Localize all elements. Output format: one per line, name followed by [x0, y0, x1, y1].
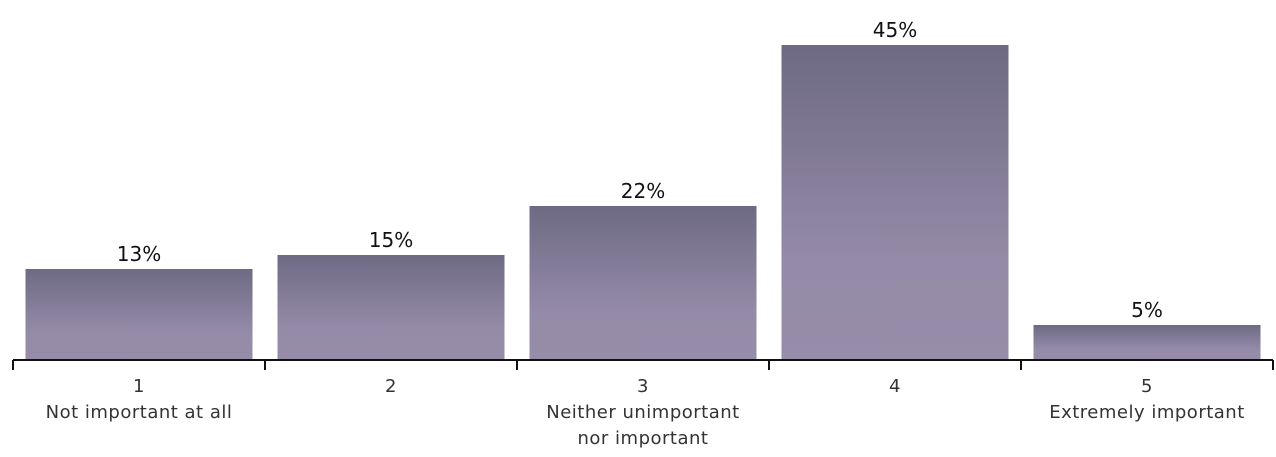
value-labels-group: 13% 15% 22% 45% 5% [117, 18, 1163, 322]
x-tick-sublabel: Not important at all [46, 402, 233, 423]
bar-value-label: 45% [873, 18, 917, 42]
x-tick-label: 4 [889, 376, 901, 397]
x-axis [12, 359, 1274, 370]
bar-value-label: 5% [1131, 298, 1163, 322]
x-tick-label: 1 [133, 376, 145, 397]
bar-value-label: 13% [117, 242, 161, 266]
x-tick-sublabel: Extremely important [1049, 402, 1245, 423]
bar-1 [25, 269, 253, 360]
x-tick-sublabel: nor important [578, 428, 709, 449]
bar-5 [1033, 325, 1261, 360]
bars-group [25, 45, 1261, 360]
bar-3 [529, 206, 757, 360]
bar-4 [781, 45, 1009, 360]
bar-2 [277, 255, 505, 360]
x-tick-label: 2 [385, 376, 397, 397]
bar-value-label: 22% [621, 179, 665, 203]
x-tick-labels-group: 1 Not important at all 2 3 Neither unimporta… [46, 376, 1245, 449]
x-tick-label: 3 [637, 376, 649, 397]
x-tick-label: 5 [1141, 376, 1153, 397]
bar-value-label: 15% [369, 228, 413, 252]
x-tick-sublabel: Neither unimportant [546, 402, 739, 423]
